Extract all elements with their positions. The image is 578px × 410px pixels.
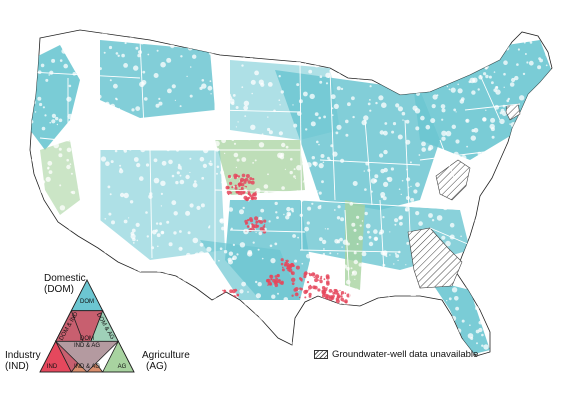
state-border-24 <box>429 227 471 246</box>
tri-label-all-2: IND & AG <box>74 343 100 349</box>
state-border-15 <box>299 199 471 211</box>
state-border-0 <box>30 71 141 79</box>
hatch-swatch <box>314 350 328 359</box>
state-border-3 <box>139 39 146 151</box>
tri-label-ind: IND <box>47 364 58 370</box>
state-border-11 <box>229 229 306 233</box>
state-border-17 <box>344 209 351 301</box>
state-border-13 <box>329 69 336 201</box>
no-data-states <box>407 103 521 289</box>
region-0 <box>30 45 80 150</box>
domestic-label: Domestic (DOM) <box>44 273 86 295</box>
tri-label-dom: DOM <box>80 299 94 305</box>
state-border-20 <box>439 139 456 181</box>
state-border-10 <box>214 189 301 193</box>
state-border-16 <box>299 249 401 253</box>
no-data-state-0 <box>407 227 463 289</box>
state-borders <box>30 39 521 301</box>
tri-label-ind-ag: IND & AG <box>74 364 100 370</box>
agriculture-label: Agriculture (AG) <box>142 350 190 372</box>
state-border-22 <box>464 103 521 111</box>
tri-label-all-1: DOM <box>80 336 94 342</box>
state-border-23 <box>479 74 501 121</box>
region-9 <box>430 280 490 355</box>
region-2 <box>40 140 80 215</box>
state-border-7 <box>149 149 153 259</box>
state-border-18 <box>379 199 386 291</box>
state-border-25 <box>319 159 421 166</box>
region-1 <box>100 40 215 118</box>
state-border-19 <box>404 119 411 233</box>
no-data-legend: Groundwater-well data unavailable <box>314 349 478 360</box>
region-6 <box>410 40 552 160</box>
state-border-8 <box>214 109 301 113</box>
tri-cell-all <box>54 340 120 373</box>
industry-label: Industry (IND) <box>5 350 41 372</box>
state-border-2 <box>39 137 111 146</box>
state-border-12 <box>299 61 303 251</box>
no-data-state-1 <box>435 159 471 201</box>
no-data-label: Groundwater-well data unavailable <box>332 349 479 360</box>
state-border-21 <box>419 149 501 161</box>
region-10 <box>345 200 365 290</box>
tri-outline <box>39 279 135 373</box>
tri-label-ag: AG <box>118 364 127 370</box>
